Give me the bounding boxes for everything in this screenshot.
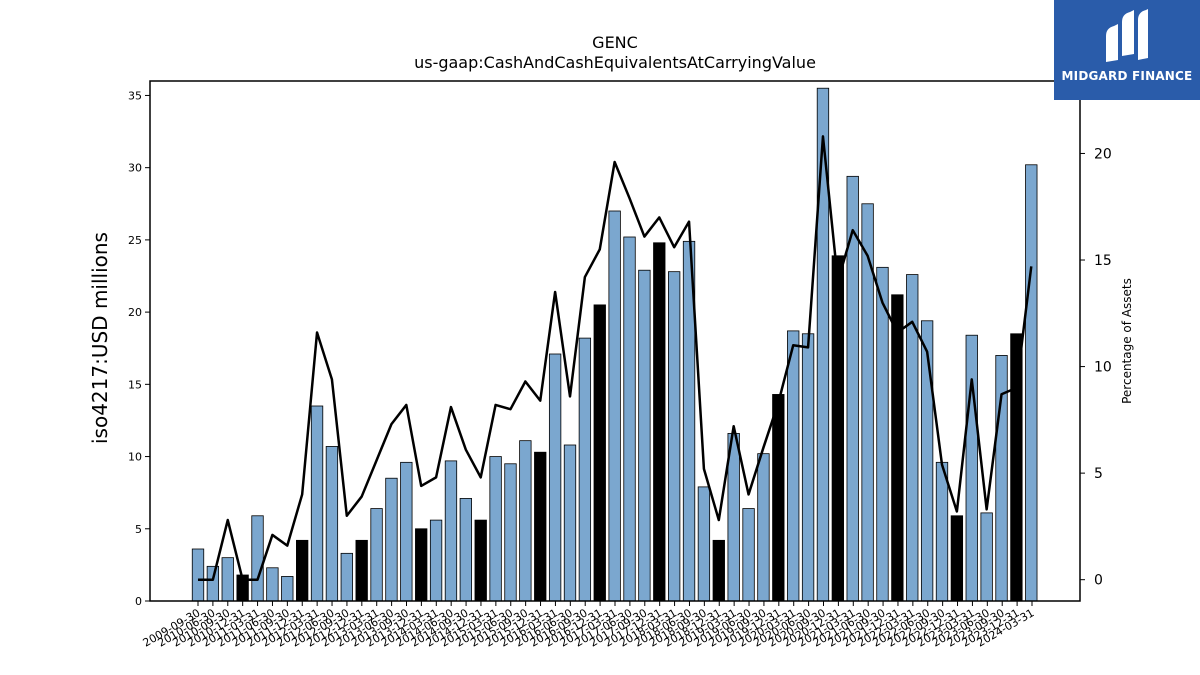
bar-2014-06-30 bbox=[474, 519, 487, 602]
line-layer bbox=[198, 135, 1033, 581]
bar-2021-06-30 bbox=[891, 294, 904, 602]
y-tick-label: 20 bbox=[128, 306, 142, 319]
y-axis: 0 5 10 15 20 25 30 35 bbox=[128, 89, 150, 608]
bar-2016-12-31 bbox=[623, 236, 636, 602]
bar-2017-06-30 bbox=[653, 242, 666, 602]
bar-2011-09-30 bbox=[310, 405, 324, 602]
bar-2012-12-31 bbox=[385, 477, 398, 602]
bar-2014-09-30 bbox=[489, 456, 502, 602]
y-tick-label: 35 bbox=[128, 89, 142, 102]
bar-2019-06-30 bbox=[772, 394, 785, 602]
chart-subtitle: us-gaap:CashAndCashEquivalentsAtCarrying… bbox=[414, 53, 816, 72]
bar-2018-06-30 bbox=[712, 539, 725, 602]
bar-2020-06-30 bbox=[831, 255, 844, 602]
bar-2015-12-31 bbox=[563, 444, 577, 602]
bar-2023-09-30 bbox=[1025, 164, 1038, 602]
bar-2015-09-30 bbox=[548, 353, 562, 602]
bar-2018-12-31 bbox=[742, 508, 755, 602]
bar-2016-06-30 bbox=[593, 304, 606, 602]
bar-2016-09-30 bbox=[608, 210, 621, 602]
bar-2019-12-31 bbox=[801, 333, 815, 602]
chart-title: GENC bbox=[592, 33, 638, 52]
bar-2013-06-30 bbox=[415, 528, 428, 602]
bar-2011-12-31 bbox=[325, 446, 339, 602]
y2-tick-label: 20 bbox=[1094, 146, 1112, 162]
bar-2021-12-31 bbox=[920, 320, 934, 602]
bar-2010-03-31 bbox=[221, 557, 234, 602]
bar-2023-06-30 bbox=[1010, 333, 1023, 602]
percentage-line bbox=[198, 135, 1033, 581]
bar-2010-12-31 bbox=[266, 567, 279, 602]
y-axis-label: iso4217:USD millions bbox=[88, 232, 112, 444]
bar-2013-09-30 bbox=[429, 519, 443, 602]
y-tick-label: 5 bbox=[135, 523, 142, 536]
bar-2012-03-31 bbox=[340, 552, 353, 602]
bar-2019-09-30 bbox=[787, 330, 800, 602]
brand-logo: MIDGARD FINANCE bbox=[1054, 0, 1200, 100]
brand-text: MIDGARD FINANCE bbox=[1061, 69, 1193, 83]
x-axis: 2009-09-302010-06-302010-09-302010-12-31… bbox=[141, 601, 1037, 650]
bar-2018-03-31 bbox=[697, 486, 711, 602]
bar-2016-03-31 bbox=[578, 337, 592, 602]
bar-2009-09-30 bbox=[191, 548, 205, 602]
bar-2014-03-31 bbox=[459, 498, 472, 602]
y2-tick-label: 5 bbox=[1094, 466, 1103, 482]
bar-2019-03-31 bbox=[757, 453, 770, 602]
bar-2013-12-31 bbox=[444, 460, 458, 602]
bar-2015-03-31 bbox=[519, 440, 532, 602]
bar-2022-09-30 bbox=[965, 334, 978, 602]
y2-tick-label: 0 bbox=[1094, 573, 1103, 589]
bar-2012-06-30 bbox=[355, 539, 368, 602]
y2-tick-label: 15 bbox=[1094, 253, 1112, 269]
bar-2011-03-31 bbox=[281, 576, 294, 602]
bar-2022-06-30 bbox=[950, 515, 964, 602]
y-tick-label: 15 bbox=[128, 378, 142, 391]
bar-2009-12-31 bbox=[206, 565, 220, 602]
bar-2022-12-31 bbox=[980, 512, 993, 602]
bar-2020-12-31 bbox=[861, 203, 874, 602]
bar-2017-03-31 bbox=[638, 269, 651, 602]
y2-axis: 0 5 10 15 20 bbox=[1080, 146, 1112, 589]
y-tick-label: 10 bbox=[128, 451, 142, 464]
y-tick-label: 0 bbox=[135, 595, 142, 608]
bar-2013-03-31 bbox=[400, 461, 413, 602]
y-tick-label: 30 bbox=[128, 162, 142, 175]
bar-2022-03-31 bbox=[935, 461, 949, 602]
y2-tick-label: 10 bbox=[1094, 360, 1112, 376]
bar-2017-09-30 bbox=[668, 271, 681, 602]
y-tick-label: 25 bbox=[128, 234, 142, 247]
bar-2015-06-30 bbox=[534, 451, 547, 602]
bar-2012-09-30 bbox=[370, 508, 383, 602]
bar-2010-09-30 bbox=[251, 515, 264, 602]
logo-mark-icon bbox=[1106, 9, 1148, 62]
y2-axis-label: Percentage of Assets bbox=[1120, 278, 1134, 404]
bar-2014-12-31 bbox=[504, 463, 517, 602]
bar-2011-06-30 bbox=[296, 539, 309, 602]
bars-layer bbox=[191, 87, 1038, 602]
bar-2021-03-31 bbox=[876, 266, 889, 602]
